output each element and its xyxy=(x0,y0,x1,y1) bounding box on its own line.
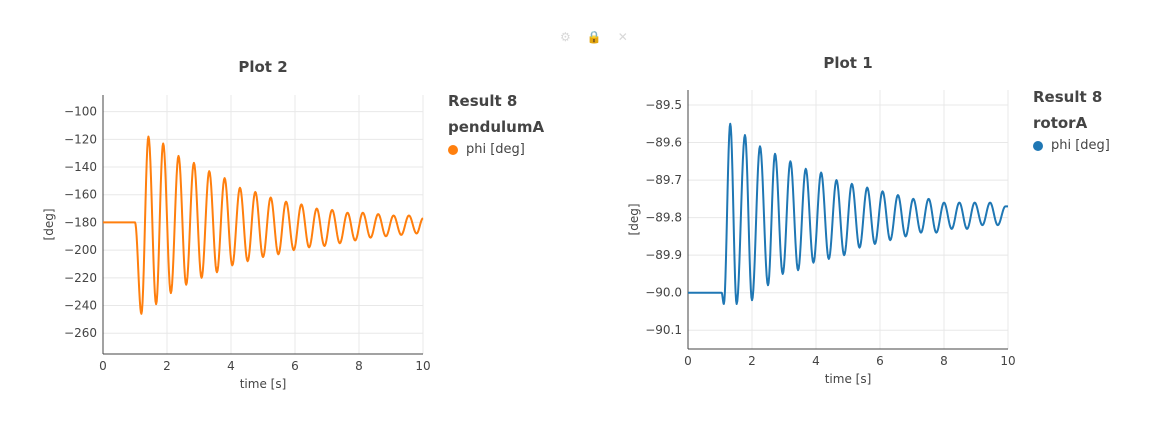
y-tick-label: −89.5 xyxy=(645,98,682,112)
wrench-icon[interactable]: ⚙ xyxy=(560,30,571,44)
plot-2-legend: Result 8 pendulumA phi [deg] xyxy=(448,88,544,157)
x-tick-label: 0 xyxy=(684,354,692,368)
legend-group-label: Result 8 xyxy=(448,92,518,110)
legend-group-label: Result 8 xyxy=(1033,88,1103,106)
y-tick-label: −89.8 xyxy=(645,211,682,225)
plot-1-title: Plot 1 xyxy=(823,54,873,72)
plot-2-panel: 0 2 4 6 8 10 −100 −120 −140 −160 −180 −200 −220 −240 −… xyxy=(0,0,585,448)
x-tick-label: 6 xyxy=(876,354,884,368)
y-tick-label: −240 xyxy=(64,299,97,313)
legend-item[interactable]: phi [deg] xyxy=(448,142,544,157)
x-tick-label: 2 xyxy=(748,354,756,368)
legend-subgroup-label: rotorA xyxy=(1033,114,1088,132)
legend-marker-icon xyxy=(448,144,458,155)
y-axis-title: [deg] xyxy=(42,209,56,241)
plot-2-chart[interactable]: 0 2 4 6 8 10 −100 −120 −140 −160 −180 −200 −220 −240 −… xyxy=(0,0,585,448)
x-tick-label: 8 xyxy=(940,354,948,368)
x-tick-label: 10 xyxy=(1000,354,1015,368)
legend-item-label: phi [deg] xyxy=(1051,138,1110,153)
x-tick-label: 2 xyxy=(163,359,171,373)
y-tick-label: −260 xyxy=(64,326,97,340)
x-tick-label: 4 xyxy=(812,354,820,368)
series-line xyxy=(688,122,1009,305)
y-tick-label: −140 xyxy=(64,160,97,174)
x-tick-label: 4 xyxy=(227,359,235,373)
x-axis-title: time [s] xyxy=(825,372,872,386)
legend-subgroup-label: pendulumA xyxy=(448,118,545,136)
y-tick-label: −160 xyxy=(64,188,97,202)
x-tick-label: 10 xyxy=(415,359,430,373)
x-tick-label: 6 xyxy=(291,359,299,373)
series-line xyxy=(103,135,424,315)
legend-item[interactable]: phi [deg] xyxy=(1033,138,1110,153)
chart-toolbar: ⚙ 🔒 ✕ xyxy=(560,28,650,46)
close-icon[interactable]: ✕ xyxy=(617,30,628,44)
y-tick-label: −89.9 xyxy=(645,248,682,262)
y-tick-label: −100 xyxy=(64,105,97,119)
y-tick-label: −90.0 xyxy=(645,286,682,300)
legend-marker-icon xyxy=(1033,140,1043,151)
y-tick-label: −120 xyxy=(64,132,97,146)
plot-2-title: Plot 2 xyxy=(238,58,288,76)
x-axis-title: time [s] xyxy=(240,377,287,391)
y-tick-label: −220 xyxy=(64,271,97,285)
y-tick-label: −89.7 xyxy=(645,173,682,187)
plot-1-chart[interactable]: 0 2 4 6 8 10 −89.5 −89.6 −89.7 −89.8 −89.9 −90.0 −90… xyxy=(585,0,1170,448)
legend-item-label: phi [deg] xyxy=(466,142,525,157)
y-tick-label: −180 xyxy=(64,215,97,229)
y-tick-label: −89.6 xyxy=(645,136,682,150)
lock-icon[interactable]: 🔒 xyxy=(586,30,602,44)
x-tick-label: 0 xyxy=(99,359,107,373)
y-tick-label: −200 xyxy=(64,243,97,257)
y-tick-label: −90.1 xyxy=(645,323,682,337)
x-tick-label: 8 xyxy=(355,359,363,373)
plot-1-panel: 0 2 4 6 8 10 −89.5 −89.6 −89.7 −89.8 −89.9 −90.0 −90… xyxy=(585,0,1170,448)
plot-1-legend: Result 8 rotorA phi [deg] xyxy=(1033,84,1110,153)
y-axis-title: [deg] xyxy=(627,204,641,236)
